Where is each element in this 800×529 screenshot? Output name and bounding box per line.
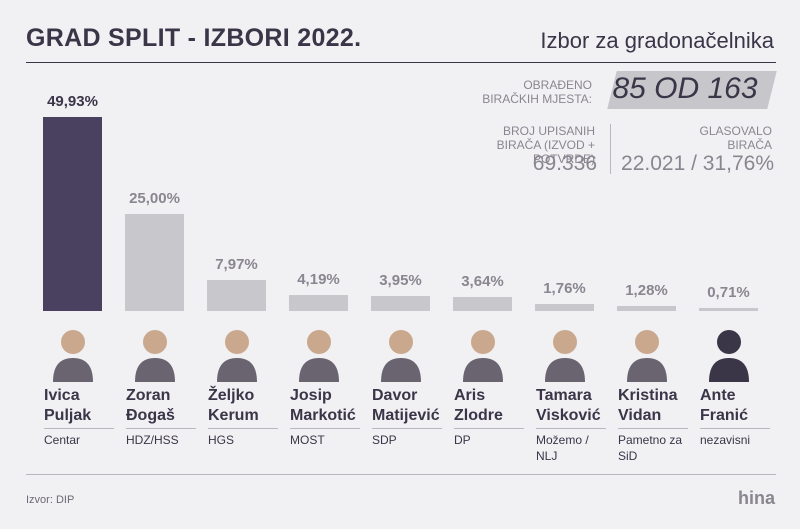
party: HDZ/HSS (126, 433, 179, 447)
underline (372, 428, 442, 429)
bar (289, 294, 348, 311)
underline (536, 428, 606, 429)
processed-value: 85 OD 163 (612, 72, 758, 105)
logo: hina (738, 488, 776, 508)
source: Izvor: DIP (26, 494, 75, 506)
divider (610, 124, 611, 174)
value-label: 0,71% (707, 284, 750, 302)
photo (135, 330, 175, 382)
candidate-name: Zoran Đogaš (126, 387, 175, 424)
photo (299, 330, 339, 382)
photo (463, 330, 503, 382)
value-label: 25,00% (129, 189, 180, 207)
bar (699, 308, 758, 311)
party: HGS (208, 433, 235, 447)
bar (535, 304, 594, 311)
underline (44, 428, 114, 429)
bar (371, 295, 430, 311)
photo (381, 330, 421, 382)
bar (617, 306, 676, 311)
party: MOST (290, 433, 325, 447)
candidate-name: Željko Kerum (208, 387, 259, 424)
registered-label: BROJ UPISANIH BIRAČA (IZVOD + POTVRDE) (496, 124, 595, 166)
photo (53, 330, 93, 382)
candidate-name: Aris Zlodre (454, 387, 503, 424)
rule (26, 62, 776, 63)
bar (453, 296, 512, 311)
registered-value: 69.336 (532, 152, 597, 175)
photo (545, 330, 585, 382)
chart-title: GRAD SPLIT - IZBORI 2022. (26, 24, 362, 52)
photo (709, 330, 749, 382)
party: Centar (44, 433, 81, 447)
value-label: 1,76% (543, 280, 586, 298)
candidate-name: Josip Markotić (290, 387, 356, 424)
value-label: 3,95% (379, 271, 422, 289)
voted-label: GLASOVALO BIRAČA (699, 124, 772, 152)
underline (126, 428, 196, 429)
photo (627, 330, 667, 382)
bar (43, 116, 102, 311)
party: Možemo / NLJ (536, 433, 589, 463)
candidate-name: Ivica Puljak (44, 387, 92, 424)
party: DP (454, 433, 471, 447)
party: Pametno za SiD (618, 433, 683, 463)
party: nezavisni (700, 433, 751, 447)
underline (700, 428, 770, 429)
value-label: 7,97% (215, 255, 258, 273)
bar (207, 279, 266, 311)
underline (454, 428, 524, 429)
underline (208, 428, 278, 429)
candidate-name: Ante Franić (700, 387, 749, 424)
value-label: 4,19% (297, 270, 340, 288)
chart-subtitle: Izbor za gradonačelnika (540, 28, 774, 53)
photo (217, 330, 257, 382)
value-label: 1,28% (625, 282, 668, 300)
rule (26, 474, 776, 475)
underline (618, 428, 688, 429)
candidate-name: Tamara Visković (536, 387, 601, 424)
value-label: 3,64% (461, 272, 504, 290)
bar (125, 213, 184, 311)
voted-value: 22.021 / 31,76% (621, 152, 774, 175)
processed-label: OBRAĐENO BIRAČKIH MJESTA: (482, 78, 592, 106)
party: SDP (372, 433, 397, 447)
candidate-name: Davor Matijević (372, 387, 440, 424)
value-label: 49,93% (47, 92, 98, 110)
candidate-name: Kristina Vidan (618, 387, 678, 424)
underline (290, 428, 360, 429)
